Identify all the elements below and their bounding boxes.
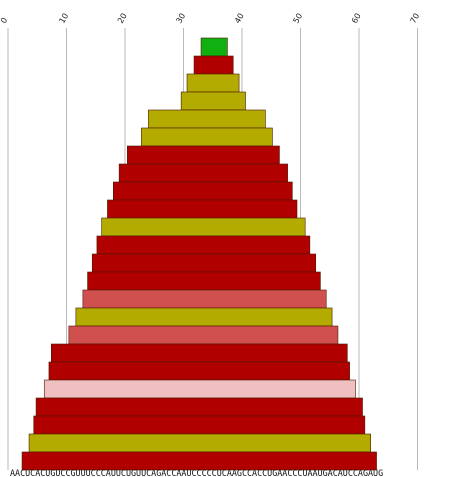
band-2 — [193, 55, 234, 75]
band-11 — [101, 217, 306, 237]
band-stack — [21, 37, 377, 471]
sequence-label: AACUCACUGUCCGUUUCCCAUUCUGUUCAGACCAAUCCCC… — [10, 468, 383, 477]
x-tick-label: 0 — [0, 16, 9, 25]
band-4 — [180, 91, 246, 111]
x-tick-label: 10 — [57, 12, 70, 25]
x-tick-label: 70 — [408, 12, 421, 25]
band-20 — [43, 379, 356, 399]
band-21 — [35, 397, 363, 417]
band-17 — [68, 325, 339, 345]
band-1 — [200, 37, 228, 57]
band-10 — [107, 199, 298, 219]
band-18 — [50, 343, 348, 363]
x-tick-labels: 0 10 20 30 40 50 60 70 — [0, 12, 421, 25]
band-19 — [48, 361, 350, 381]
x-tick-label: 20 — [116, 12, 129, 25]
band-24 — [21, 451, 377, 471]
band-16 — [75, 307, 333, 327]
band-7 — [127, 145, 280, 165]
x-tick-label: 50 — [291, 12, 304, 25]
x-tick-label: 60 — [350, 12, 363, 25]
band-5 — [148, 109, 266, 129]
band-3 — [186, 73, 240, 93]
band-23 — [28, 433, 372, 453]
band-8 — [118, 163, 288, 183]
x-tick-label: 40 — [233, 12, 246, 25]
band-13 — [91, 253, 317, 273]
band-12 — [96, 235, 311, 255]
band-6 — [141, 127, 273, 147]
band-15 — [82, 289, 327, 309]
x-tick-label: 30 — [174, 12, 187, 25]
band-22 — [33, 415, 366, 435]
band-14 — [87, 271, 321, 291]
band-9 — [113, 181, 293, 201]
